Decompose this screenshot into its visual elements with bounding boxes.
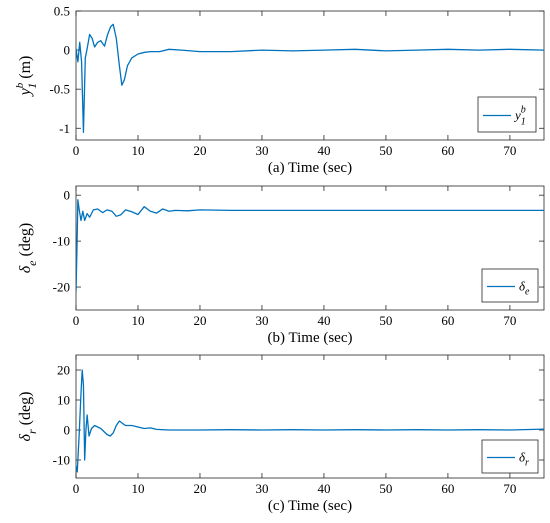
plot-area-frame — [75, 185, 545, 311]
x-tick-label: 30 — [255, 313, 268, 328]
legend: δr — [481, 439, 539, 474]
y-axis-label: δe (deg) — [17, 223, 39, 274]
y-axis-label-symbol: y — [17, 87, 34, 97]
legend-label: δr — [519, 450, 529, 469]
x-tick-label: 70 — [503, 143, 516, 158]
y-tick-label: -0.5 — [49, 82, 70, 97]
x-tick-label: 60 — [441, 143, 454, 158]
legend: yb 1 — [477, 96, 537, 133]
y-axis-label: yb1 (m) — [14, 56, 39, 98]
legend-label-symbol: δ — [519, 279, 526, 294]
x-tick-label: 20 — [193, 143, 206, 158]
y-axis-label-subscript: 1 — [25, 83, 39, 89]
x-tick-label: 40 — [317, 143, 330, 158]
legend-label-symbol: y — [513, 108, 521, 123]
legend-label-symbol: δ — [519, 450, 526, 465]
y-tick-label: 10 — [57, 393, 70, 408]
legend-label-subscript: 1 — [521, 117, 526, 128]
x-tick-label: 0 — [73, 143, 80, 158]
y-tick-label: -1 — [59, 121, 70, 136]
y-axis-label-unit: (deg) — [17, 223, 34, 261]
y-axis-label-subscript: e — [25, 260, 39, 266]
x-tick-label: 0 — [73, 313, 80, 328]
x-tick-label: 50 — [379, 143, 392, 158]
y-axis-label-unit: (m) — [17, 56, 34, 83]
x-axis-label: (c) Time (sec) — [268, 498, 352, 514]
y-axis-label-superscript: b — [14, 82, 26, 88]
x-tick-label: 20 — [193, 313, 206, 328]
y-tick-label: 0.5 — [54, 4, 70, 19]
y-axis-label-symbol: δ — [17, 265, 34, 273]
x-tick-label: 50 — [379, 481, 392, 496]
y-tick-label: -10 — [53, 453, 70, 468]
x-axis-label: (b) Time (sec) — [268, 330, 353, 346]
y-tick-label: 0 — [64, 43, 71, 58]
legend: δe — [481, 268, 539, 303]
legend-box — [477, 96, 537, 133]
plot-area-frame — [75, 10, 545, 141]
x-tick-label: 60 — [441, 313, 454, 328]
chart-panel-b: 0 10 20 30 40 50 60 700-10-20(b) Time (sec)δe (… — [17, 185, 545, 346]
legend-box — [481, 439, 539, 474]
y-axis-label-symbol: δ — [17, 433, 34, 441]
y-tick-label: -10 — [53, 234, 70, 249]
x-tick-label: 70 — [503, 481, 516, 496]
x-tick-label: 30 — [255, 481, 268, 496]
y-tick-label: -20 — [53, 280, 70, 295]
x-tick-label: 40 — [317, 481, 330, 496]
plot-area-frame — [75, 354, 545, 479]
x-tick-label: 0 — [73, 481, 80, 496]
legend-label: yb 1 — [513, 105, 526, 128]
x-tick-label: 10 — [131, 481, 144, 496]
legend-label-subscript: e — [525, 287, 530, 298]
legend-label-subscript: r — [525, 458, 529, 469]
chart-panel-a: 0 10 20 30 40 50 60 70 0.5 0 -0.5 -1 (a) Time (sec) y… — [14, 4, 545, 176]
y-axis-label: δr (deg) — [17, 392, 39, 442]
legend-box — [481, 268, 539, 303]
x-tick-label: 10 — [131, 313, 144, 328]
x-tick-label: 50 — [379, 313, 392, 328]
legend-label-superscript: b — [521, 105, 526, 116]
x-tick-label: 20 — [193, 481, 206, 496]
y-tick-label: 0 — [64, 423, 71, 438]
x-tick-label: 60 — [441, 481, 454, 496]
series-line — [76, 369, 544, 473]
y-tick-label: 0 — [64, 188, 71, 203]
x-tick-label: 30 — [255, 143, 268, 158]
x-axis-label: (a) Time (sec) — [268, 160, 352, 176]
y-axis-label-unit: (deg) — [17, 392, 34, 430]
x-tick-label: 70 — [503, 313, 516, 328]
x-tick-label: 10 — [131, 143, 144, 158]
y-tick-label: 20 — [57, 363, 70, 378]
series-line — [76, 199, 544, 292]
x-tick-label: 40 — [317, 313, 330, 328]
y-axis-label-subscript: r — [25, 429, 39, 434]
legend-label: δe — [519, 279, 530, 298]
series-line — [76, 23, 544, 133]
